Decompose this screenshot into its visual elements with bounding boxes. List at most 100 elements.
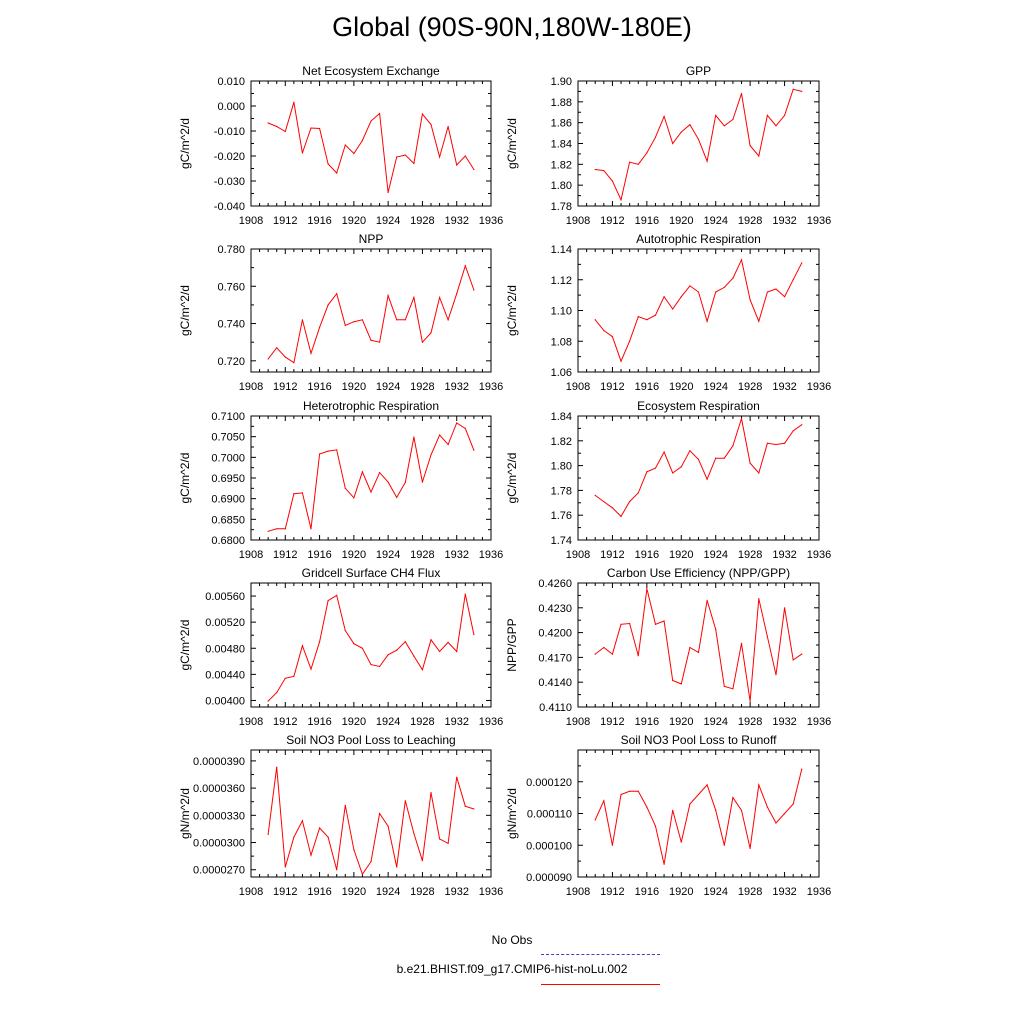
y-tick-label: 0.0000390 <box>193 756 245 768</box>
page-title: Global (90S-90N,180W-180E) <box>332 12 692 42</box>
legend-line-model <box>541 984 660 985</box>
x-tick-label: 1936 <box>807 549 831 561</box>
x-tick-label: 1908 <box>239 886 263 898</box>
x-tick-label: 1928 <box>410 716 434 728</box>
data-point <box>396 319 398 321</box>
x-tick-label: 1924 <box>376 716 400 728</box>
x-tick-label: 1924 <box>376 549 400 561</box>
data-point <box>740 809 743 811</box>
series-line <box>594 418 803 518</box>
chart-panel-7: Gridcell Surface CH4 Flux gC/m^2/d 1908 191… <box>178 566 503 728</box>
data-point <box>706 160 708 162</box>
y-tick-label: 1.82 <box>551 436 572 448</box>
x-tick-label: 1936 <box>807 215 831 227</box>
x-tick-label: 1916 <box>307 215 331 227</box>
y-tick-label: 0.00560 <box>205 591 245 603</box>
data-point <box>293 836 295 838</box>
data-point <box>413 832 415 835</box>
y-axis-label: gC/m^2/d <box>178 285 192 336</box>
x-tick-label: 1920 <box>342 886 366 898</box>
data-point <box>758 598 760 600</box>
data-point <box>284 528 286 530</box>
series-line <box>267 264 475 364</box>
data-point <box>654 314 657 316</box>
x-tick-label: 1916 <box>635 215 659 227</box>
data-point <box>267 833 269 835</box>
data-point <box>456 164 458 166</box>
data-point <box>421 860 424 862</box>
data-point <box>766 636 768 638</box>
data-point <box>361 873 364 875</box>
data-point <box>732 118 734 121</box>
data-point <box>637 655 639 657</box>
data-point <box>680 683 682 685</box>
data-point <box>646 588 648 590</box>
plot-frame <box>577 248 820 373</box>
data-point <box>801 653 803 655</box>
data-point <box>421 481 424 483</box>
data-point <box>732 797 734 799</box>
chart-title: NPP <box>359 232 384 246</box>
data-point <box>654 136 657 138</box>
data-point <box>473 289 475 291</box>
data-point <box>370 860 372 863</box>
y-tick-label: 0.7000 <box>211 452 245 464</box>
x-tick-label: 1928 <box>410 886 434 898</box>
data-point <box>336 594 338 597</box>
data-point <box>646 806 648 808</box>
y-tick-label: 0.000090 <box>526 872 572 884</box>
data-point <box>378 472 381 474</box>
data-point <box>775 443 777 446</box>
y-tick-label: 0.6950 <box>211 473 245 485</box>
data-point <box>267 358 269 360</box>
x-tick-label: 1908 <box>239 215 263 227</box>
y-tick-label: -0.030 <box>214 176 245 188</box>
data-point <box>715 457 717 459</box>
x-tick-label: 1936 <box>807 381 831 393</box>
legend-label-model: b.e21.BHIST.f09_g17.CMIP6-hist-noLu.002 <box>396 962 628 976</box>
y-tick-label: 0.0000270 <box>193 865 245 877</box>
data-point <box>336 293 338 295</box>
data-point <box>629 500 631 503</box>
data-point <box>353 152 355 155</box>
data-point <box>396 866 398 868</box>
y-tick-label: 0.4170 <box>538 652 572 664</box>
x-tick-label: 1920 <box>669 215 693 227</box>
data-point <box>723 685 725 687</box>
y-tick-label: 1.74 <box>551 535 572 547</box>
y-tick-label: 0.4230 <box>538 603 572 615</box>
x-tick-label: 1912 <box>600 549 624 561</box>
data-point <box>611 507 614 509</box>
data-point <box>456 650 458 653</box>
data-point <box>672 308 674 310</box>
data-point <box>594 168 596 171</box>
data-point <box>293 493 295 495</box>
y-tick-label: 1.80 <box>551 180 572 192</box>
data-point <box>353 497 355 499</box>
data-point <box>361 139 364 142</box>
data-point <box>775 674 777 676</box>
data-point <box>672 809 674 811</box>
y-tick-label: 0.010 <box>217 76 245 88</box>
data-point <box>758 784 760 786</box>
data-point <box>361 647 364 649</box>
data-point <box>654 825 657 827</box>
x-tick-label: 1912 <box>600 215 624 227</box>
chart-title: GPP <box>686 64 711 78</box>
data-point <box>284 130 286 133</box>
y-tick-label: 1.78 <box>551 485 572 497</box>
x-tick-label: 1912 <box>600 886 624 898</box>
data-point <box>301 152 304 154</box>
data-point <box>404 641 406 643</box>
x-tick-label: 1916 <box>307 716 331 728</box>
data-point <box>792 88 794 90</box>
chart-panel-8: Carbon Use Efficiency (NPP/GPP) NPP/GPP 19… <box>505 566 831 728</box>
data-point <box>766 442 768 444</box>
chart-title: Autotrophic Respiration <box>636 232 761 246</box>
x-tick-label: 1936 <box>479 381 503 393</box>
x-tick-label: 1912 <box>273 549 297 561</box>
y-tick-label: 0.7050 <box>211 432 245 444</box>
data-point <box>438 156 441 158</box>
data-point <box>456 293 458 295</box>
data-point <box>637 790 639 792</box>
